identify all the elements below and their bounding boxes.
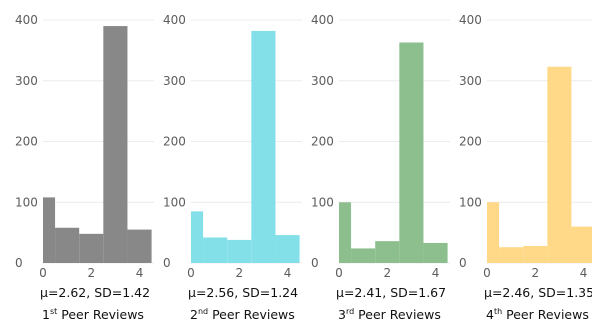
bar-1-2	[55, 227, 80, 263]
x-tick-label-3-1: 2	[383, 266, 391, 280]
panel-label-suffix-1: st	[50, 307, 57, 316]
panel-label-suffix-3: rd	[346, 307, 354, 316]
panel-label-ordinal-1: 1	[42, 307, 50, 322]
stats-caption-1: μ=2.62, SD=1.42	[40, 285, 150, 300]
y-tick-label-3-4: 400	[311, 13, 334, 27]
bar-3-2	[351, 248, 376, 263]
bar-2-3	[227, 239, 252, 263]
panel-label-ordinal-3: 3	[338, 307, 346, 322]
y-tick-label-1-4: 400	[15, 13, 38, 27]
x-tick-label-2-2: 4	[284, 266, 292, 280]
y-tick-label-3-0: 0	[311, 256, 319, 270]
y-tick-label-4-3: 300	[459, 74, 482, 88]
panel-label-suffix-2: nd	[198, 307, 208, 316]
panel-label-2: 2nd Peer Reviews	[190, 307, 295, 322]
histogram-panel-3: 0 100 200 300 400 0 2 4 μ=2.41, SD=1.67 3rd Peer …	[311, 13, 450, 322]
y-tick-label-3-2: 200	[311, 135, 334, 149]
panel-label-1: 1st Peer Reviews	[42, 307, 144, 322]
stats-caption-3: μ=2.41, SD=1.67	[336, 285, 446, 300]
bar-3-1	[339, 202, 352, 263]
y-tick-label-4-4: 400	[459, 13, 482, 27]
y-tick-label-2-2: 200	[163, 135, 186, 149]
x-tick-label-4-0: 0	[483, 266, 491, 280]
bar-1-3	[79, 233, 104, 263]
panel-label-text-3: Peer Reviews	[354, 307, 441, 322]
x-tick-label-4-2: 4	[580, 266, 588, 280]
y-tick-label-2-4: 400	[163, 13, 186, 27]
bar-4-4	[547, 66, 572, 263]
bar-3-3	[375, 241, 400, 263]
x-tick-label-4-1: 2	[531, 266, 539, 280]
panel-label-suffix-4: th	[494, 307, 502, 316]
bar-2-5	[275, 235, 300, 263]
y-tick-label-2-1: 100	[163, 195, 186, 209]
y-tick-label-2-3: 300	[163, 74, 186, 88]
bar-2-2	[203, 237, 228, 263]
y-tick-label-4-1: 100	[459, 195, 482, 209]
x-tick-label-1-0: 0	[39, 266, 47, 280]
x-tick-label-1-2: 4	[136, 266, 144, 280]
bar-4-2	[499, 247, 524, 263]
bar-1-1	[43, 197, 56, 263]
bar-4-3	[523, 245, 548, 263]
panel-label-3: 3rd Peer Reviews	[338, 307, 441, 322]
x-tick-label-2-0: 0	[187, 266, 195, 280]
bar-4-1	[487, 202, 500, 263]
y-tick-label-1-1: 100	[15, 195, 38, 209]
x-tick-label-1-1: 2	[87, 266, 95, 280]
x-tick-label-3-2: 4	[432, 266, 440, 280]
panel-label-ordinal-4: 4	[486, 307, 494, 322]
y-tick-label-3-3: 300	[311, 74, 334, 88]
panel-label-text-4: Peer Reviews	[502, 307, 589, 322]
panel-label-4: 4th Peer Reviews	[486, 307, 589, 322]
y-tick-label-1-3: 300	[15, 74, 38, 88]
y-tick-label-1-2: 200	[15, 135, 38, 149]
bar-2-4	[251, 30, 276, 264]
bar-1-5	[127, 229, 152, 263]
bar-2-1	[191, 211, 204, 263]
y-tick-label-4-2: 200	[459, 135, 482, 149]
panel-label-text-2: Peer Reviews	[208, 307, 295, 322]
x-tick-label-2-1: 2	[235, 266, 243, 280]
stats-caption-2: μ=2.56, SD=1.24	[188, 285, 298, 300]
bar-3-4	[399, 42, 424, 263]
bar-4-5	[571, 226, 592, 263]
bar-3-5	[423, 242, 448, 263]
histogram-panel-1: 0 100 200 300 400 0 2 4 μ=2.62, SD=1.42 1st Peer …	[15, 13, 154, 322]
panel-label-text-1: Peer Reviews	[57, 307, 144, 322]
x-tick-label-3-0: 0	[335, 266, 343, 280]
bar-1-4	[103, 26, 128, 264]
y-tick-label-3-1: 100	[311, 195, 334, 209]
stats-caption-4: μ=2.46, SD=1.35	[484, 285, 592, 300]
y-tick-label-2-0: 0	[163, 256, 171, 270]
y-tick-label-4-0: 0	[459, 256, 467, 270]
panel-label-ordinal-2: 2	[190, 307, 198, 322]
y-tick-label-1-0: 0	[15, 256, 23, 270]
